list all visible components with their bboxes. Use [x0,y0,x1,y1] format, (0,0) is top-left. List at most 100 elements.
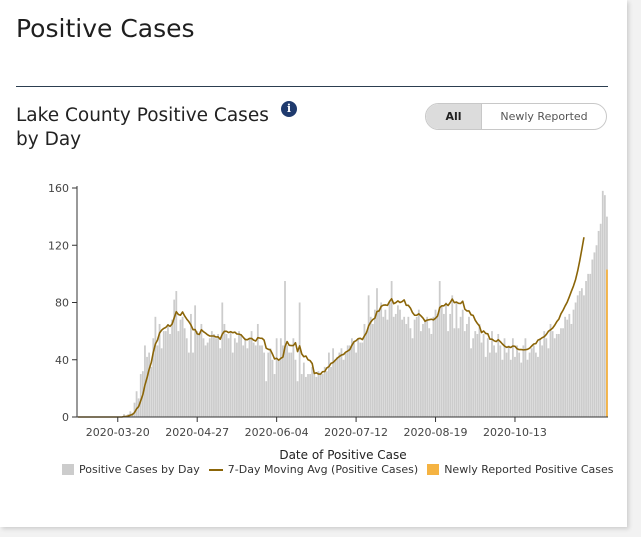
case-bar [591,259,594,417]
case-bar [495,352,498,417]
case-bar [564,316,567,417]
case-bar [399,309,401,417]
case-bar [177,331,180,418]
case-bar [164,331,167,418]
legend-label-moving-avg: 7-Day Moving Avg (Positive Cases) [227,463,419,476]
case-bar [275,338,278,417]
case-bar [133,402,136,417]
case-bar [348,345,351,417]
case-bar [302,362,305,417]
axes-group: 0 40 80 120 160 2020-03-20 2020-04-27 2020-06-0… [48,182,608,439]
case-bar [269,348,272,417]
case-bar [578,291,581,417]
info-icon[interactable]: i [281,101,297,117]
x-tick-label: 2020-07-12 [324,426,388,439]
case-bar [175,291,178,417]
case-bar [311,366,314,417]
case-bar [470,348,472,417]
case-bar [315,376,318,417]
case-bar [491,331,493,418]
case-bar [445,302,447,417]
case-bar [374,309,376,417]
legend-item-bars[interactable]: Positive Cases by Day [62,463,200,476]
case-bar [317,371,320,417]
case-bar [476,333,479,417]
case-bar [323,366,326,417]
case-bar [330,366,332,417]
case-bar [150,366,153,417]
case-bar [463,331,466,418]
case-bar [192,352,194,417]
moving-average-line [78,237,585,418]
case-bar [200,323,203,417]
case-bar [202,338,205,417]
x-tick-label: 2020-08-19 [404,426,468,439]
case-bar [294,359,297,417]
legend-item-newly[interactable]: Newly Reported Positive Cases [427,463,614,476]
toggle-all-button[interactable]: All [426,104,482,129]
case-bar [426,316,429,417]
case-bar [167,323,169,417]
x-axis-title: Date of Positive Case [279,448,406,462]
case-bar [428,328,431,417]
case-bar [601,190,604,417]
case-bar [397,305,399,417]
case-bar [457,328,460,417]
case-bar [403,316,406,417]
case-bar [545,338,548,417]
case-bar [252,342,255,417]
case-bar [263,352,265,417]
case-bar [321,374,324,417]
case-bar [173,299,176,417]
case-bar [215,338,217,417]
case-bar [160,348,163,417]
case-bar [488,352,491,417]
case-bar [256,323,259,417]
case-bar [417,309,420,417]
case-bar [325,371,328,417]
case-bar [292,338,295,417]
case-bar [185,338,188,417]
case-bar [340,348,343,417]
case-bar [522,345,525,417]
case-bar [300,374,303,417]
case-bar [566,319,569,417]
legend-label-bars: Positive Cases by Day [79,463,200,476]
y-tick-label: 120 [48,239,69,252]
case-bar [179,319,182,417]
case-bar [514,356,516,417]
chart-title: Lake County Positive Cases by Day [16,105,269,150]
case-bar [440,305,443,417]
case-bar [198,333,201,417]
case-bar [187,352,190,417]
case-bar [365,331,368,418]
case-bar [593,252,596,417]
case-bar [530,348,533,417]
case-bar [511,338,514,417]
case-bar [539,338,541,417]
case-bar [562,328,564,417]
case-bar [541,345,544,417]
case-bar [338,352,341,417]
case-bar [357,338,360,417]
y-tick-label: 160 [48,182,69,195]
case-bar [227,338,230,417]
case-bar [390,281,393,417]
case-bar [516,345,518,417]
case-bar [537,356,539,417]
case-bar [443,313,445,417]
case-bar [194,305,197,417]
case-bar [570,323,573,417]
case-bar [240,333,242,417]
case-bar [574,302,577,417]
title-divider [16,86,608,87]
case-bar [225,333,228,417]
case-bar [447,331,449,418]
legend-item-moving-avg[interactable]: 7-Day Moving Avg (Positive Cases) [208,463,419,476]
case-bar [534,352,537,417]
case-bar [394,313,397,417]
case-bar [415,316,418,417]
case-bar [286,345,288,417]
case-bar [208,338,211,417]
toggle-newly-reported-button[interactable]: Newly Reported [500,110,588,123]
